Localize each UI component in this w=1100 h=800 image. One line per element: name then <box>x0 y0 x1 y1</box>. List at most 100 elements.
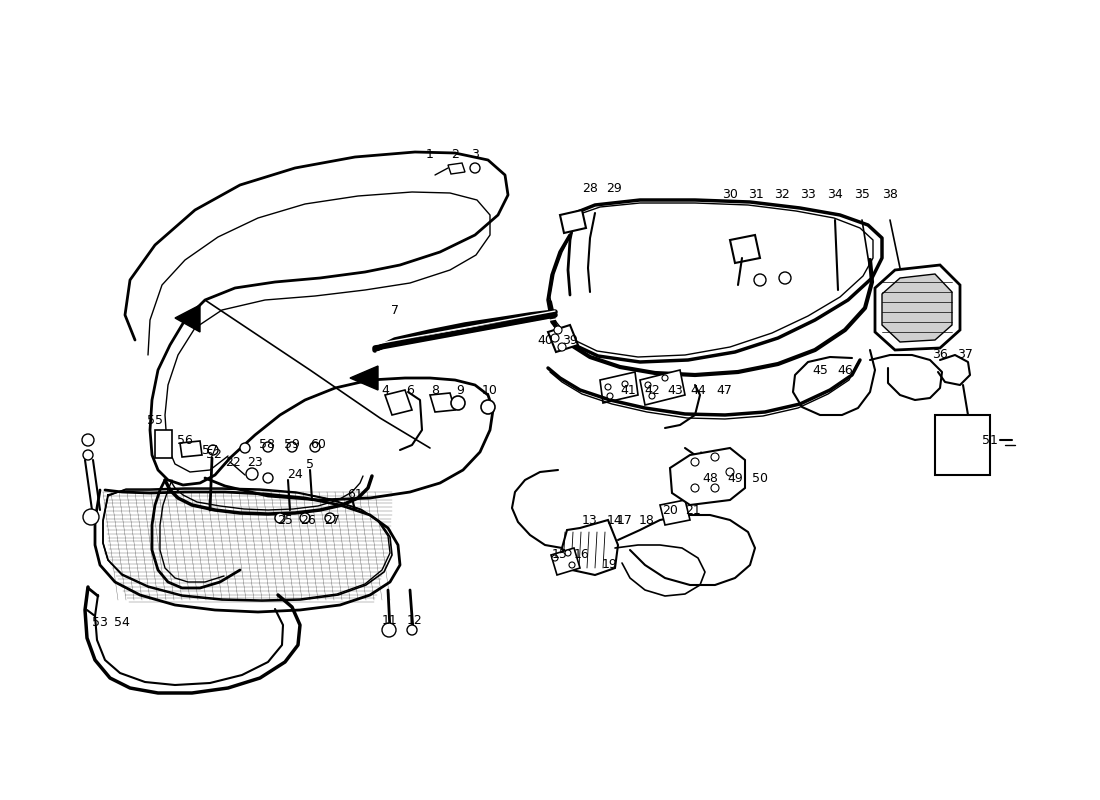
Polygon shape <box>551 548 580 575</box>
Text: 6: 6 <box>406 383 414 397</box>
Circle shape <box>754 274 766 286</box>
Circle shape <box>263 442 273 452</box>
Text: 3: 3 <box>471 149 478 162</box>
Circle shape <box>711 453 719 461</box>
Text: 45: 45 <box>812 363 828 377</box>
Polygon shape <box>660 500 690 525</box>
Text: 41: 41 <box>620 383 636 397</box>
Text: 38: 38 <box>882 189 898 202</box>
Text: 18: 18 <box>639 514 654 526</box>
Circle shape <box>554 326 562 334</box>
Circle shape <box>407 625 417 635</box>
Text: 1: 1 <box>426 149 433 162</box>
Text: 8: 8 <box>431 383 439 397</box>
Circle shape <box>691 484 698 492</box>
Text: 9: 9 <box>456 383 464 397</box>
Circle shape <box>275 513 285 523</box>
Text: 27: 27 <box>324 514 340 526</box>
Circle shape <box>208 445 218 455</box>
Circle shape <box>82 450 94 460</box>
Circle shape <box>726 468 734 476</box>
Circle shape <box>551 334 559 342</box>
Circle shape <box>552 555 558 561</box>
Circle shape <box>263 473 273 483</box>
Text: 50: 50 <box>752 471 768 485</box>
Text: 57: 57 <box>202 443 218 457</box>
Circle shape <box>558 343 566 351</box>
Circle shape <box>605 384 610 390</box>
Text: 49: 49 <box>727 471 742 485</box>
Text: 28: 28 <box>582 182 598 194</box>
Text: 17: 17 <box>617 514 632 526</box>
Polygon shape <box>670 448 745 505</box>
Circle shape <box>287 442 297 452</box>
Text: 4: 4 <box>381 383 389 397</box>
Polygon shape <box>640 370 685 405</box>
Polygon shape <box>180 441 202 457</box>
Text: 32: 32 <box>774 189 790 202</box>
Text: 30: 30 <box>722 189 738 202</box>
Circle shape <box>481 400 495 414</box>
Text: 22: 22 <box>226 455 241 469</box>
Text: 53: 53 <box>92 617 108 630</box>
Text: 12: 12 <box>407 614 422 626</box>
Circle shape <box>649 393 654 399</box>
Polygon shape <box>385 390 412 415</box>
Circle shape <box>451 396 465 410</box>
Polygon shape <box>562 520 618 575</box>
Text: 37: 37 <box>957 349 972 362</box>
Text: 39: 39 <box>562 334 578 346</box>
Circle shape <box>246 468 258 480</box>
Text: 47: 47 <box>716 383 732 397</box>
Text: 46: 46 <box>837 363 852 377</box>
Circle shape <box>324 513 336 523</box>
Circle shape <box>300 513 310 523</box>
Text: 59: 59 <box>284 438 300 451</box>
Circle shape <box>621 381 628 387</box>
Polygon shape <box>175 305 200 332</box>
Text: 34: 34 <box>827 189 843 202</box>
Text: 25: 25 <box>277 514 293 526</box>
Circle shape <box>82 509 99 525</box>
Circle shape <box>565 550 571 556</box>
Text: 58: 58 <box>258 438 275 451</box>
Text: 40: 40 <box>537 334 553 346</box>
Polygon shape <box>882 274 952 342</box>
Text: 56: 56 <box>177 434 192 446</box>
Circle shape <box>569 562 575 568</box>
Text: 33: 33 <box>800 189 816 202</box>
Polygon shape <box>430 393 455 412</box>
Circle shape <box>711 484 719 492</box>
Text: 48: 48 <box>702 471 718 485</box>
Text: 19: 19 <box>602 558 618 571</box>
Text: 5: 5 <box>306 458 313 471</box>
Text: 36: 36 <box>932 349 948 362</box>
Text: 24: 24 <box>287 469 303 482</box>
Text: 42: 42 <box>645 383 660 397</box>
Polygon shape <box>155 430 172 458</box>
Text: 31: 31 <box>748 189 763 202</box>
Text: 15: 15 <box>552 549 568 562</box>
Text: 61: 61 <box>348 489 363 502</box>
Text: 51: 51 <box>982 434 998 446</box>
Text: 20: 20 <box>662 503 678 517</box>
Circle shape <box>662 375 668 381</box>
Circle shape <box>691 458 698 466</box>
Circle shape <box>779 272 791 284</box>
Polygon shape <box>560 210 586 233</box>
Text: 43: 43 <box>667 383 683 397</box>
Text: 7: 7 <box>390 303 399 317</box>
Circle shape <box>382 623 396 637</box>
Text: 11: 11 <box>382 614 398 626</box>
Text: 60: 60 <box>310 438 326 451</box>
Text: 29: 29 <box>606 182 621 194</box>
Circle shape <box>310 442 320 452</box>
Polygon shape <box>548 325 578 352</box>
Text: 13: 13 <box>582 514 598 526</box>
Circle shape <box>607 393 613 399</box>
Text: 14: 14 <box>607 514 623 526</box>
Text: 54: 54 <box>114 617 130 630</box>
Circle shape <box>645 382 651 388</box>
Text: 2: 2 <box>451 149 459 162</box>
Circle shape <box>82 434 94 446</box>
